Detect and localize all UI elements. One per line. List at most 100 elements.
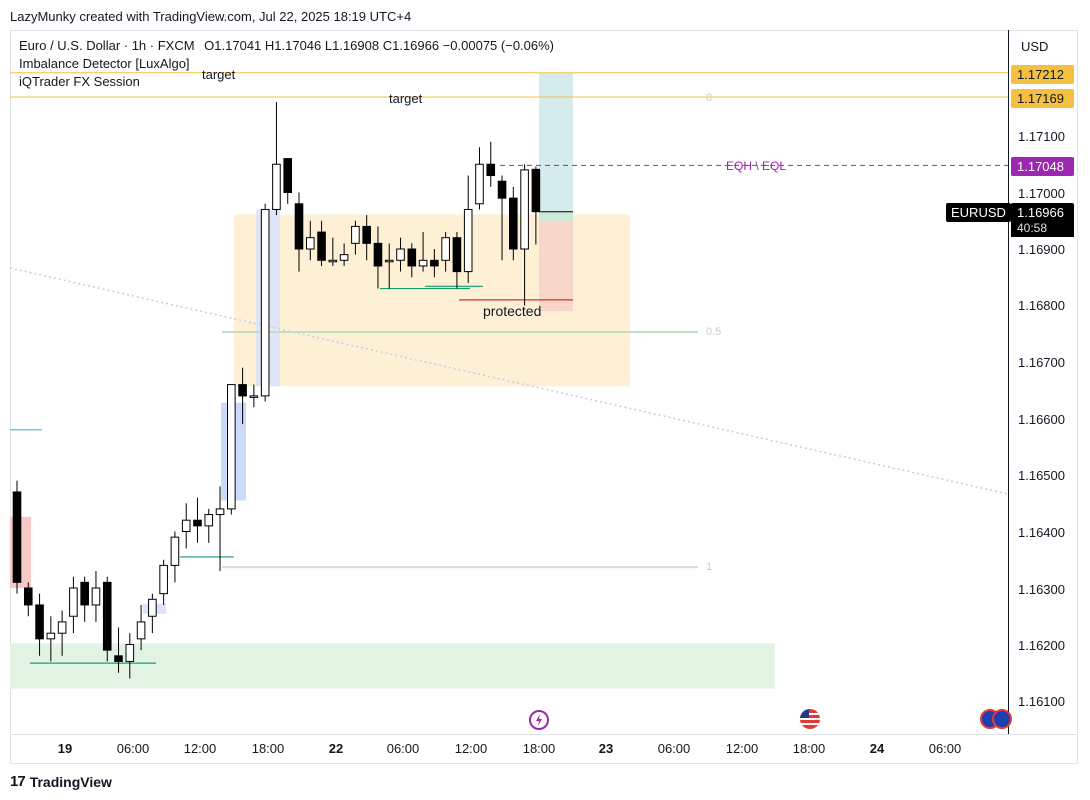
- bullish-candle: [272, 163, 281, 210]
- lightning-event-icon[interactable]: [529, 710, 549, 730]
- time-tick: 18:00: [792, 741, 826, 756]
- bearish-candle: [407, 248, 417, 267]
- indicator-imbalance[interactable]: Imbalance Detector [LuxAlgo]: [19, 56, 190, 71]
- fib-level-0-label: 0: [706, 92, 713, 104]
- time-tick: 23: [598, 741, 614, 756]
- price-tick: 1.17100: [1018, 129, 1065, 144]
- demand-zone: [10, 643, 775, 689]
- bearish-candle: [193, 519, 202, 527]
- bullish-candle: [91, 587, 101, 606]
- bullish-candle: [396, 248, 405, 261]
- time-tick: 06:00: [928, 741, 962, 756]
- eu-flag-event-icon-2[interactable]: [992, 709, 1012, 729]
- bearish-candle: [35, 604, 44, 640]
- bullish-candle: [305, 237, 315, 250]
- price-tick: 1.16500: [1018, 468, 1065, 483]
- bullish-candle: [328, 259, 338, 263]
- price-tick: 1.16200: [1018, 638, 1065, 653]
- chart-frame: [10, 30, 1078, 764]
- bullish-candle: [227, 384, 236, 510]
- tradingview-brand: TradingView: [29, 773, 112, 790]
- bullish-candle: [441, 237, 450, 261]
- time-tick: 06:00: [116, 741, 150, 756]
- position-entry-box: [539, 211, 573, 222]
- bearish-candle: [238, 384, 247, 397]
- bullish-candle: [475, 163, 484, 205]
- bearish-candle: [531, 168, 541, 213]
- bullish-candle: [463, 208, 473, 273]
- indicator-fx-session[interactable]: iQTrader FX Session: [19, 74, 140, 89]
- bearish-candle: [294, 203, 304, 250]
- price-tick: 1.17000: [1018, 186, 1065, 201]
- time-tick: 12:00: [454, 741, 488, 756]
- bullish-candle: [69, 587, 78, 617]
- bearish-candle: [80, 581, 89, 606]
- eqh-eql-label: EQH \ EQL: [726, 159, 787, 173]
- target-lower-label: target: [389, 91, 423, 106]
- bearish-candle: [452, 237, 462, 273]
- price-tick: 1.16900: [1018, 242, 1065, 257]
- bullish-candle: [57, 621, 67, 634]
- bearish-candle: [497, 180, 507, 199]
- protected-label: protected: [483, 303, 542, 319]
- bullish-candle: [351, 225, 360, 244]
- price-axis-divider: [1008, 30, 1009, 735]
- tradingview-logo[interactable]: 17 TradingView: [10, 773, 112, 790]
- price-tick: 1.16400: [1018, 525, 1065, 540]
- chart-legend: Euro / U.S. Dollar · 1h · FXCM O1.17041 …: [19, 37, 554, 91]
- time-tick: 18:00: [522, 741, 556, 756]
- ohlc-values: O1.17041 H1.17046 L1.16908 C1.16966 −0.0…: [204, 38, 555, 53]
- trend-line: [9, 267, 1009, 495]
- last-price-badge: 1.16966: [1011, 203, 1074, 222]
- time-tick: 18:00: [251, 741, 285, 756]
- bearish-candle: [486, 163, 496, 177]
- fib-level-1-label: 1: [706, 561, 713, 573]
- bearish-candle: [102, 581, 112, 651]
- bullish-candle: [418, 259, 428, 267]
- bullish-candle: [215, 508, 225, 516]
- bullish-candle: [339, 254, 349, 261]
- position-target-box: [539, 72, 573, 212]
- time-tick: 19: [57, 741, 73, 756]
- price-tick: 1.16700: [1018, 355, 1065, 370]
- bullish-candle: [260, 208, 270, 397]
- bullish-candle: [249, 395, 259, 398]
- bullish-candle: [136, 621, 146, 640]
- target-upper-label: target: [202, 67, 236, 82]
- time-tick: 12:00: [725, 741, 759, 756]
- currency-label[interactable]: USD: [1021, 39, 1049, 54]
- bullish-candle: [148, 598, 157, 617]
- bullish-candle: [181, 519, 191, 533]
- tradingview-mark-icon: 17: [10, 773, 26, 790]
- bearish-candle: [362, 225, 371, 244]
- symbol-badge: EURUSD: [946, 203, 1011, 222]
- price-tick: 1.16800: [1018, 298, 1065, 313]
- bullish-candle: [170, 536, 180, 566]
- bearish-candle: [430, 259, 439, 267]
- eqh-price-badge: 1.17048: [1011, 157, 1074, 176]
- bar-countdown: 40:58: [1011, 221, 1074, 237]
- bearish-candle: [283, 158, 293, 194]
- us-flag-event-icon[interactable]: [800, 709, 820, 729]
- price-tick: 1.16600: [1018, 412, 1065, 427]
- bullish-candle: [125, 644, 135, 662]
- bullish-candle: [46, 632, 56, 640]
- bearish-candle: [114, 655, 123, 662]
- chart-credit: LazyMunky created with TradingView.com, …: [10, 9, 412, 24]
- bullish-candle: [520, 169, 529, 250]
- price-tick: 1.16100: [1018, 694, 1065, 709]
- bearish-candle: [373, 242, 383, 267]
- time-tick: 06:00: [657, 741, 691, 756]
- position-stop-box: [539, 211, 573, 312]
- time-axis-divider: [10, 734, 1078, 735]
- bearish-candle: [23, 587, 33, 606]
- bearish-candle: [509, 197, 518, 250]
- symbol-title[interactable]: Euro / U.S. Dollar · 1h · FXCM: [19, 38, 195, 53]
- fib-level-05-label: 0.5: [706, 326, 722, 338]
- bullish-candle: [159, 564, 168, 595]
- price-tick: 1.16300: [1018, 582, 1065, 597]
- bearish-candle: [317, 231, 326, 261]
- time-tick: 06:00: [386, 741, 420, 756]
- bullish-candle: [384, 259, 394, 263]
